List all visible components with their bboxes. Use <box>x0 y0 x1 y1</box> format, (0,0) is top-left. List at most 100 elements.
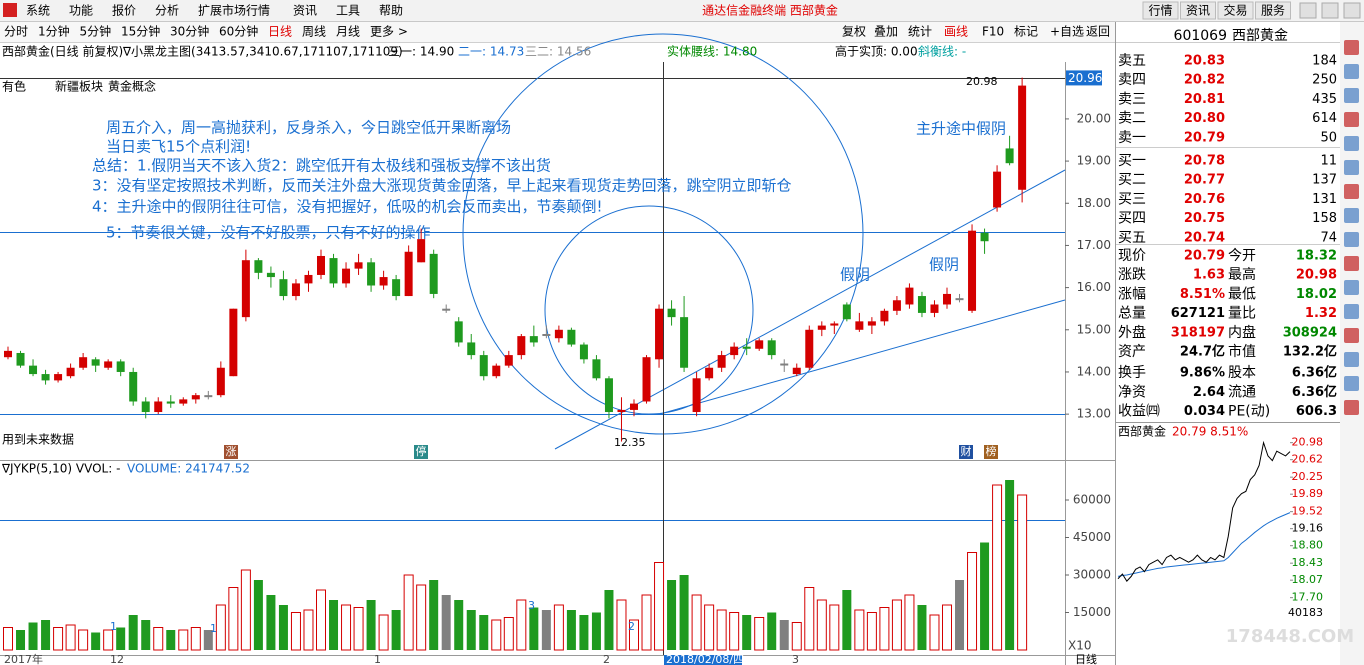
tool-button[interactable]: 统计 <box>908 25 932 39</box>
tool-icon[interactable] <box>1344 184 1359 199</box>
volume-bar <box>290 612 301 651</box>
menu-item[interactable]: 分析 <box>155 4 179 18</box>
period-tab[interactable]: 5分钟 <box>80 24 112 39</box>
drawn-circle <box>544 205 754 415</box>
stat-label: 总量 <box>1118 306 1146 322</box>
volume-bar <box>691 594 702 651</box>
tool-icon[interactable] <box>1344 256 1359 271</box>
menu-item[interactable]: 资讯 <box>293 4 317 18</box>
menu-item[interactable]: 工具 <box>336 4 360 18</box>
menu-item[interactable]: 系统 <box>26 4 50 18</box>
candle-body <box>993 171 1002 208</box>
tool-icon[interactable] <box>1344 352 1359 367</box>
tool-icon[interactable] <box>1344 376 1359 391</box>
volume-bar <box>729 612 740 651</box>
tool-icon[interactable] <box>1344 400 1359 415</box>
window-control[interactable] <box>1299 2 1317 19</box>
volume-bar <box>553 604 564 651</box>
tool-icon[interactable] <box>1344 160 1359 175</box>
tool-icon[interactable] <box>1344 208 1359 223</box>
candle-body <box>630 403 638 410</box>
volume-bar <box>391 610 401 650</box>
candle-body <box>241 260 250 318</box>
top-button[interactable] <box>1255 1 1291 20</box>
tool-icon[interactable] <box>1344 136 1359 151</box>
tool-icon[interactable] <box>1344 88 1359 103</box>
book-price: 20.79 <box>1184 130 1225 145</box>
book-price: 20.82 <box>1184 73 1225 88</box>
tool-button[interactable]: 返回 <box>1086 25 1110 39</box>
menu-item[interactable]: 扩展市场行情 <box>198 3 270 18</box>
tool-icon[interactable] <box>1344 40 1359 55</box>
period-tab[interactable]: 月线 <box>336 25 360 39</box>
volume-bar <box>804 587 815 651</box>
period-tab[interactable]: 分时 <box>4 25 28 39</box>
stat-value: 1.63 <box>1193 268 1225 283</box>
tool-icon[interactable] <box>1344 328 1359 343</box>
volume-bar <box>166 630 176 650</box>
top-button[interactable] <box>1217 1 1254 20</box>
tool-icon[interactable] <box>1344 280 1359 295</box>
candle-body <box>367 262 376 286</box>
period-tab[interactable]: 日线 <box>268 25 292 39</box>
book-volume: 50 <box>1320 130 1337 145</box>
window-control[interactable] <box>1321 2 1339 19</box>
period-tab[interactable]: 更多 > <box>370 25 408 39</box>
chart-header-text: 西部黄金(日线 前复权) <box>2 44 123 59</box>
book-price: 20.83 <box>1184 54 1225 69</box>
period-tab[interactable]: 1分钟 <box>38 24 70 39</box>
candle-body <box>204 395 213 398</box>
tool-button[interactable]: 画线 <box>944 25 968 39</box>
candle-body <box>342 268 351 284</box>
event-badge <box>414 445 428 459</box>
candle-body <box>592 359 601 379</box>
tool-button[interactable]: 复权 <box>842 25 866 39</box>
tool-icon[interactable] <box>1344 112 1359 127</box>
tool-icon[interactable] <box>1344 232 1359 247</box>
tool-icon[interactable] <box>1344 304 1359 319</box>
top-button-label[interactable]: 行情 <box>1148 4 1172 18</box>
top-button-label[interactable]: 交易 <box>1223 3 1247 18</box>
top-button-label[interactable]: 资讯 <box>1186 4 1210 18</box>
mini-tick-label: 17.70 <box>1292 591 1324 604</box>
menu-item[interactable]: 报价 <box>112 3 136 18</box>
menu-item[interactable]: 功能 <box>69 4 93 18</box>
tool-button[interactable]: 叠加 <box>874 25 898 39</box>
stat-label: 最低 <box>1228 286 1256 302</box>
volume-bar <box>366 600 376 650</box>
window-control[interactable] <box>1343 2 1361 19</box>
stat-label: PE(动) <box>1228 404 1270 420</box>
menu-item[interactable]: 帮助 <box>379 4 403 18</box>
candle-body <box>905 287 914 305</box>
book-volume: 74 <box>1320 230 1337 245</box>
candle-body <box>191 395 200 400</box>
tool-icon[interactable] <box>1344 64 1359 79</box>
tool-button[interactable]: +自选 <box>1050 25 1084 39</box>
top-button[interactable] <box>1180 1 1216 20</box>
candle-body <box>542 334 551 337</box>
period-tab[interactable]: 15分钟 <box>121 24 160 39</box>
top-button-label[interactable]: 服务 <box>1261 3 1285 18</box>
book-price: 20.81 <box>1184 92 1225 107</box>
mini-change: 20.79 8.51% <box>1172 425 1248 439</box>
period-tab[interactable]: 60分钟 <box>219 24 258 39</box>
volume-bar <box>791 622 802 651</box>
tool-button[interactable]: 标记 <box>1014 25 1038 39</box>
volume-bar <box>641 594 652 651</box>
stat-value: 1.32 <box>1305 306 1337 321</box>
volume-bar <box>316 589 326 651</box>
trend-line <box>554 169 1066 450</box>
top-button[interactable] <box>1142 1 1179 20</box>
volume-mark: 1 <box>110 620 117 633</box>
volume-bar <box>91 632 101 650</box>
mini-tick-label: 19.16 <box>1292 522 1324 535</box>
period-tab[interactable]: 30分钟 <box>170 24 209 39</box>
candle-body <box>454 321 463 343</box>
tool-button[interactable]: F10 <box>982 25 1004 39</box>
volume-bar <box>178 629 189 651</box>
candle-body <box>930 304 939 313</box>
candle-body <box>830 323 839 326</box>
volume-bar <box>153 627 164 651</box>
period-tab[interactable]: 周线 <box>302 25 326 39</box>
